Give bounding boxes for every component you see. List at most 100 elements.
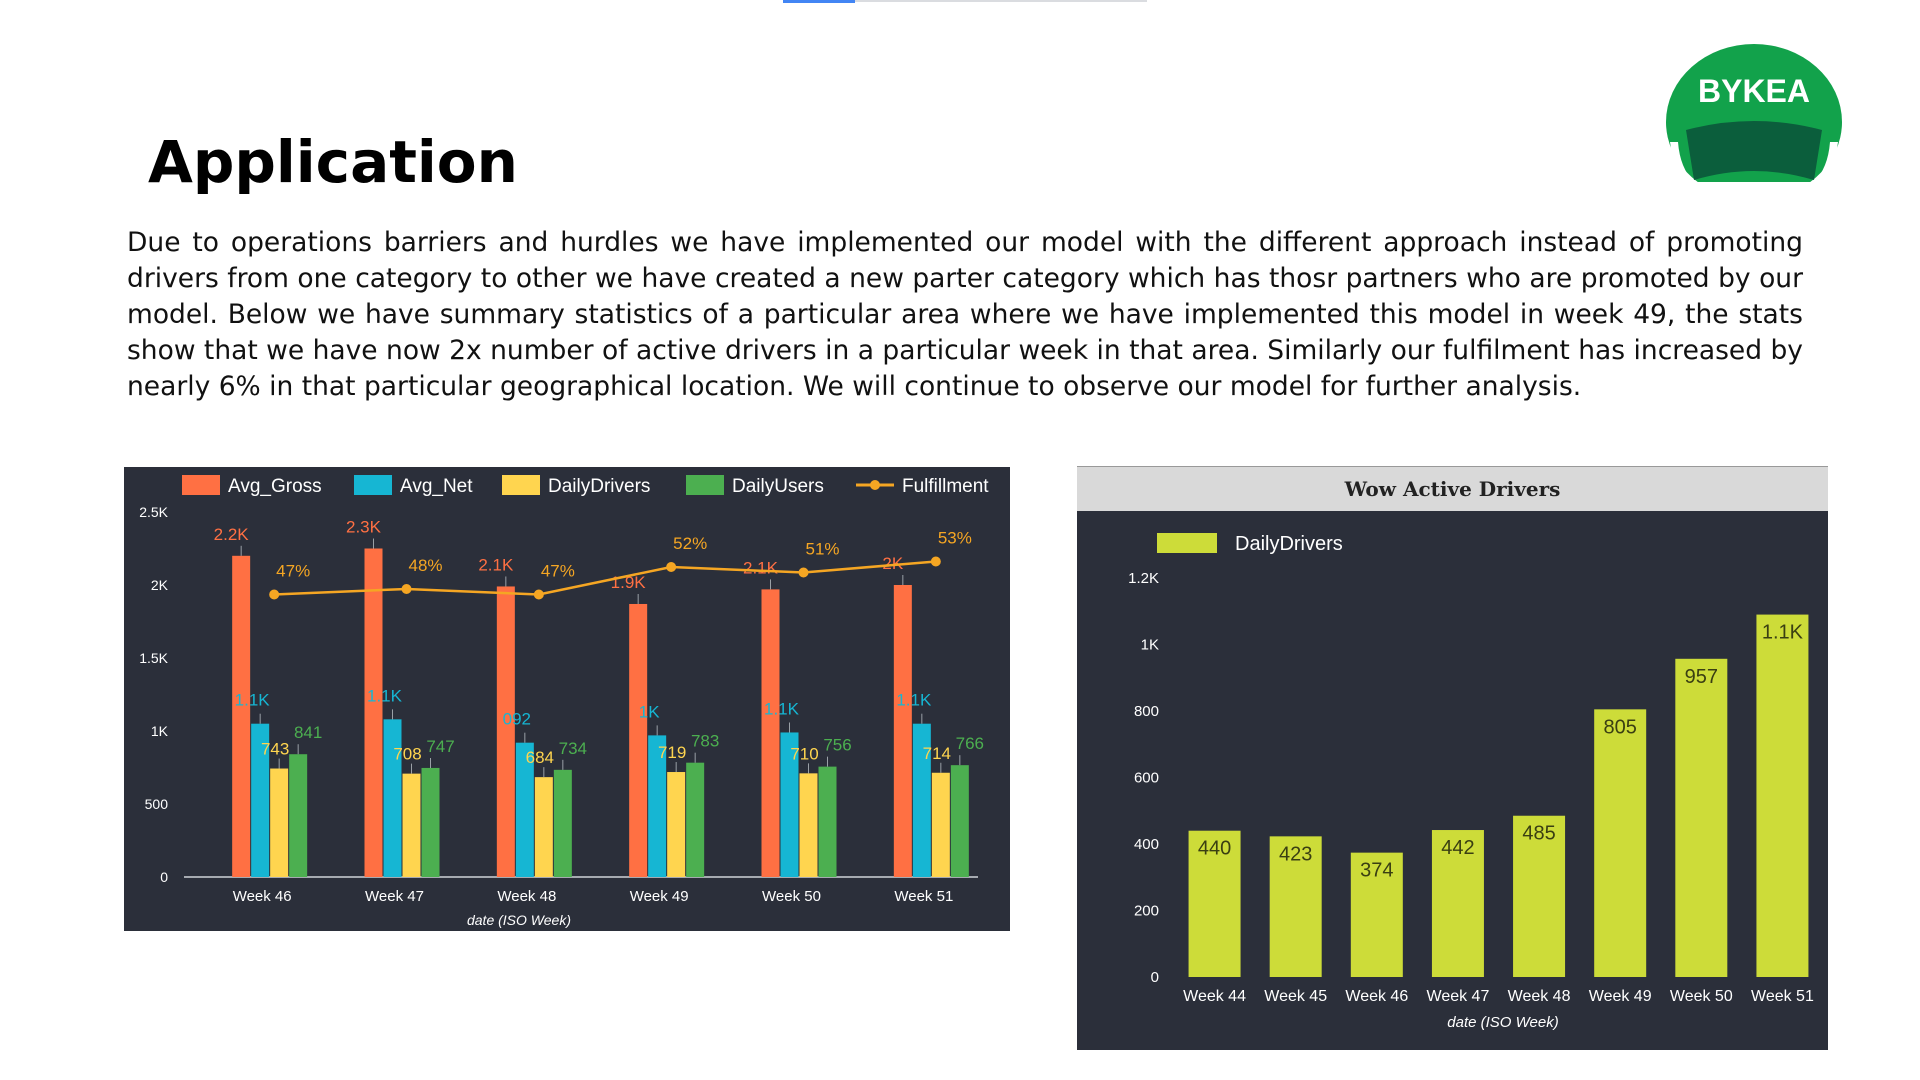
legend-item-dailyusers: DailyUsers [686,475,824,497]
bar-dailydrivers [1675,658,1728,977]
data-label: 1.1K [367,686,403,705]
x-tick-label: Week 48 [1508,988,1571,1005]
x-tick-label: Week 46 [233,888,292,905]
fulfillment-label: 48% [409,556,443,575]
y-tick-label: 200 [1134,903,1159,920]
x-tick-label: Week 49 [630,888,689,905]
x-axis-label: date (ISO Week) [1447,1014,1558,1031]
fulfillment-point [930,556,941,567]
fulfillment-label: 52% [673,534,707,553]
x-tick-label: Week 51 [1751,988,1814,1005]
bar-dailyusers [818,766,837,877]
bar-avg_gross [496,586,515,877]
bar-dailydrivers [799,773,818,877]
y-tick-label: 1K [1141,637,1159,654]
data-label: 440 [1198,838,1231,860]
fulfillment-label: 47% [541,562,575,581]
legend-item-avg_gross: Avg_Gross [182,475,322,497]
wow-active-drivers-chart: Wow Active Drivers DailyDrivers 0 200 400 60… [1077,466,1828,1050]
data-label: 714 [923,744,951,763]
data-label: 1.1K [896,691,932,710]
fulfillment-line [274,560,936,596]
bar-dailydrivers [1269,836,1322,977]
bar-avg_net [648,735,667,877]
x-tick-label: Week 49 [1589,988,1652,1005]
bar-dailydrivers [667,772,686,877]
bar-dailydrivers [534,777,553,877]
x-tick-label: Week 51 [894,888,953,905]
data-label: 423 [1279,843,1312,865]
legend-item-dailydrivers: DailyDrivers [1157,533,1343,555]
y-tick-label: 1.5K [139,650,168,666]
data-label: 719 [658,743,686,762]
data-label: 442 [1441,837,1474,859]
data-label: 756 [823,736,851,755]
fulfillment-point [269,589,280,600]
legend-label: Fulfillment [902,476,989,497]
legend-item-dailydrivers: DailyDrivers [502,475,650,497]
data-label: 710 [790,744,818,763]
y-tick-label: 2K [151,577,169,593]
legend-label: DailyUsers [732,476,824,497]
fulfillment-label: 53% [938,529,972,548]
y-tick-label: 1.2K [1128,570,1159,587]
data-label: 783 [691,732,719,751]
bar-dailydrivers [402,773,421,877]
legend-label: DailyDrivers [548,476,650,497]
bar-dailydrivers [1756,614,1809,977]
bykea-logo: BYKEA [1666,44,1842,182]
x-tick-label: Week 44 [1183,988,1246,1005]
bar-dailydrivers [1594,709,1647,977]
fulfillment-point [401,584,412,594]
fulfillment-point [533,589,544,600]
logo-text: BYKEA [1698,73,1810,109]
data-label: 684 [526,748,554,767]
data-label: 374 [1360,860,1393,882]
legend-label: Avg_Net [400,476,473,497]
bar-dailyusers [950,765,969,877]
bar-avg_gross [364,548,383,877]
x-tick-label: Week 50 [1670,988,1733,1005]
data-label: 092 [503,710,531,729]
bar-avg_gross [629,603,648,877]
bar-dailyusers [553,769,572,877]
y-tick-label: 600 [1134,770,1159,787]
bar-avg_net [383,719,402,877]
y-tick-label: 400 [1134,836,1159,853]
bar-avg_gross [761,589,780,877]
data-label: 2.1K [478,555,514,574]
bar-dailydrivers [931,772,950,877]
fulfillment-label: 51% [806,540,840,559]
bar-avg_net [251,723,270,877]
legend-item-fulfillment: Fulfillment [856,476,989,497]
data-label: 1.1K [1762,622,1804,644]
data-label: 1K [639,702,660,721]
data-label: 2.1K [743,558,779,577]
data-label: 708 [393,745,421,764]
data-label: 1.1K [235,691,271,710]
y-tick-label: 1K [151,723,169,739]
bar-dailydrivers [1188,830,1241,977]
top-progress-fill [783,0,855,3]
bar-avg_net [780,732,799,877]
fulfillment-point [798,567,809,578]
data-label: 2.3K [346,518,382,537]
bar-avg_gross [232,555,251,877]
bar-dailyusers [686,762,705,877]
data-label: 1.1K [764,699,800,718]
x-axis-label: date (ISO Week) [467,912,571,928]
x-tick-label: Week 45 [1264,988,1327,1005]
fulfillment-label: 47% [276,562,310,581]
page-title: Application [148,128,518,196]
weekly-metrics-chart-svg: Avg_Gross Avg_Net DailyDrivers DailyUsers Fu… [139,475,989,928]
data-label: 747 [426,737,454,756]
wow-active-drivers-chart-svg: DailyDrivers 0 200 400 600 800 1K 1.2K 440 Week 4… [1128,533,1814,1031]
y-tick-label: 800 [1134,703,1159,720]
y-tick-label: 0 [1151,969,1159,986]
bar-dailyusers [421,767,440,877]
y-tick-label: 500 [145,796,169,812]
body-paragraph: Due to operations barriers and hurdles w… [127,227,1803,402]
bar-dailydrivers [270,768,289,877]
x-tick-label: Week 46 [1345,988,1408,1005]
y-tick-label: 0 [160,869,168,885]
